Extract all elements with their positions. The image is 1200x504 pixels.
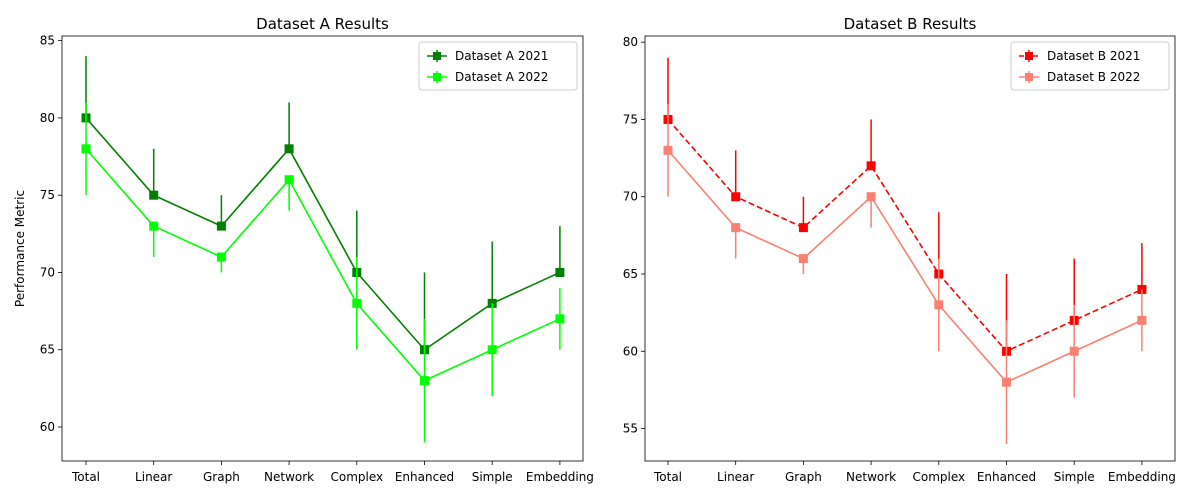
panel-a-legend-label: Dataset A 2022 xyxy=(455,70,548,84)
panel-b-series-1-point xyxy=(731,192,741,202)
panel-b-xtick-label: Linear xyxy=(717,470,754,484)
panel-b-series-2-point xyxy=(798,254,808,264)
panel-a-ylabel: Performance Metric xyxy=(13,190,27,307)
panel-a-legend-label: Dataset A 2021 xyxy=(455,49,548,63)
panel-a-legend-box xyxy=(418,41,578,91)
panel-a-series-2-point xyxy=(81,144,91,154)
panel-b-series-2-point xyxy=(1002,377,1011,387)
panel-a-legend-marker xyxy=(433,73,441,81)
panel-b-series-2-point xyxy=(1137,315,1147,325)
panel-a-xtick-label: Linear xyxy=(135,470,172,484)
panel-b-series-2-line xyxy=(667,149,1143,384)
panel-a-ytick-label: 80 xyxy=(40,111,55,125)
panel-b-ytick-label: 80 xyxy=(623,35,638,49)
panel-b-series-1-line xyxy=(667,118,1143,353)
panel-b-series-1-point xyxy=(866,161,876,171)
panel-b-ytick-label: 55 xyxy=(623,422,638,436)
panel-a-series-1-point xyxy=(216,221,226,231)
panel-a-ytick-label: 60 xyxy=(40,420,55,434)
panel-a-xtick-label: Total xyxy=(71,470,100,484)
panel-b-series-2-point xyxy=(663,145,673,155)
panel-b-series-2-point xyxy=(934,300,944,310)
panel-a-ytick-label: 70 xyxy=(40,265,55,279)
panel-b-series-2 xyxy=(663,104,1147,444)
panel-b-ytick-label: 70 xyxy=(623,190,638,204)
panel-b-series-2-point xyxy=(1069,346,1079,356)
panel-a: Dataset A Results Performance Metric 60 65 7… xyxy=(13,15,594,484)
panel-a-series-1-point xyxy=(555,267,565,277)
panel-a-ytick-label: 85 xyxy=(40,34,55,48)
panel-b-ytick-label: 75 xyxy=(623,112,638,126)
panel-a-xtick-label: Embedding xyxy=(526,470,594,484)
panel-b-xtick-label: Simple xyxy=(1054,470,1095,484)
panel-b-xtick-label: Total xyxy=(653,470,682,484)
panel-a-series-1-point xyxy=(284,144,294,154)
panel-b-xtick-label: Graph xyxy=(785,470,822,484)
panel-a-legend-marker xyxy=(433,52,441,60)
panel-a-xtick-label: Simple xyxy=(472,470,513,484)
panel-b-series-1-point xyxy=(798,223,808,233)
panel-b-legend-marker xyxy=(1025,52,1033,60)
panel-a-legend: Dataset A 2021 Dataset A 2022 xyxy=(418,41,578,91)
panel-a-title: Dataset A Results xyxy=(256,15,389,33)
panel-b: Dataset B Results 55 60 65 70 75 80 Total Linear… xyxy=(623,15,1176,484)
panel-a-series-2-point xyxy=(149,221,159,231)
panel-a-series-2-point xyxy=(352,298,362,308)
panel-b-axes-frame xyxy=(644,35,1176,462)
panel-b-legend-label: Dataset B 2021 xyxy=(1047,49,1140,63)
panel-a-xtick-label: Complex xyxy=(330,470,383,484)
panel-b-series-2-point xyxy=(731,223,741,233)
panel-b-xtick-label: Embedding xyxy=(1108,470,1176,484)
panel-a-series-2-point xyxy=(555,314,565,324)
panel-a-series-2-point xyxy=(420,376,429,386)
panel-a-series-2-point xyxy=(216,252,226,262)
panel-a-ytick-label: 75 xyxy=(40,188,55,202)
panel-a-xtick-label: Network xyxy=(264,470,314,484)
panel-a-series-2 xyxy=(81,102,565,443)
panel-b-title: Dataset B Results xyxy=(844,15,977,33)
panel-b-ytick-label: 65 xyxy=(623,267,638,281)
panel-b-xtick-label: Enhanced xyxy=(977,470,1036,484)
panel-a-series-2-line xyxy=(85,148,561,382)
panel-b-series-2-point xyxy=(866,192,876,202)
panel-a-xtick-label: Enhanced xyxy=(395,470,454,484)
panel-a-xtick-label: Graph xyxy=(203,470,240,484)
panel-b-legend-marker xyxy=(1025,73,1033,81)
panel-b-ytick-label: 60 xyxy=(623,344,638,358)
panel-a-series-1-line xyxy=(85,117,561,351)
panel-a-ytick-label: 65 xyxy=(40,343,55,357)
panel-b-legend-label: Dataset B 2022 xyxy=(1047,70,1140,84)
panel-a-axes-frame xyxy=(61,35,584,462)
panel-a-series-2-point xyxy=(284,175,294,185)
panel-b-xtick-label: Network xyxy=(846,470,896,484)
panel-b-legend-box xyxy=(1010,41,1170,91)
panel-b-legend: Dataset B 2021 Dataset B 2022 xyxy=(1010,41,1170,91)
panel-a-series-2-point xyxy=(487,345,497,355)
panel-a-series-1-point xyxy=(149,190,159,200)
panel-b-xtick-label: Complex xyxy=(912,470,965,484)
